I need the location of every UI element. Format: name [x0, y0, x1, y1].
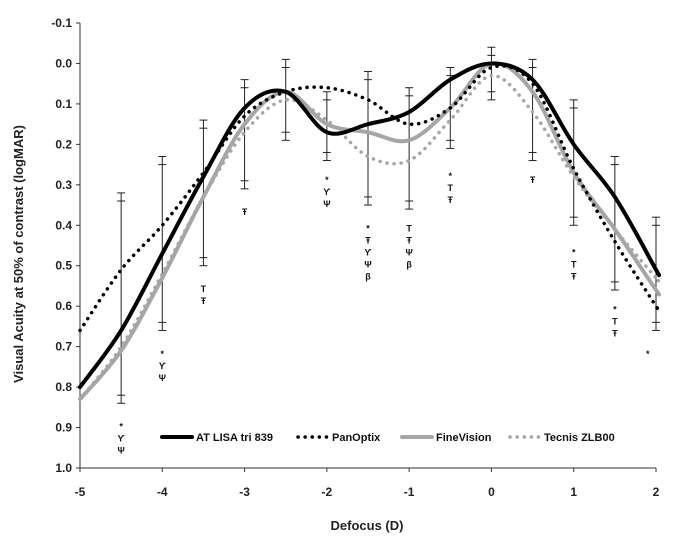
significance-symbol: Ŧ: [365, 235, 371, 245]
x-axis-title: Defocus (D): [331, 518, 404, 533]
series-group: [78, 61, 662, 402]
y-tick-label: 0.6: [55, 299, 72, 313]
series-line-panoptix: [78, 64, 661, 333]
significance-symbol: *: [119, 422, 123, 432]
significance-symbol: *: [646, 349, 650, 359]
significance-symbol: T: [612, 316, 618, 326]
y-tick-label: 0.4: [55, 218, 72, 232]
significance-symbol: T: [201, 284, 207, 294]
series-line-tecnis-zlb00: [78, 73, 661, 401]
significance-symbol: *: [613, 304, 617, 314]
x-tick-label: 0: [488, 485, 495, 499]
significance-symbol: Ŧ: [242, 207, 248, 217]
y-tick-label: 0.8: [55, 380, 72, 394]
significance-symbol: Ŧ: [201, 296, 207, 306]
x-tick-label: 1: [570, 485, 577, 499]
significance-symbol: Ŧ: [571, 272, 577, 282]
significance-symbol: ϒ: [159, 361, 166, 371]
significance-symbol: Ψ: [405, 247, 412, 257]
y-tick-label: 0.0: [55, 56, 72, 70]
significance-symbol: *: [572, 248, 576, 258]
x-tick-label: -4: [157, 485, 168, 499]
significance-symbol: ϒ: [323, 187, 330, 197]
y-axis-title: Visual Acuity at 50% of contrast (logMAR…: [11, 125, 26, 383]
significance-symbol: Ψ: [159, 373, 166, 383]
significance-symbol: ϒ: [118, 434, 125, 444]
y-tick-label: 0.2: [55, 137, 72, 151]
legend-label: PanOptix: [332, 432, 381, 444]
significance-symbol: Ψ: [117, 446, 124, 456]
legend: AT LISA tri 839 PanOptix FineVision Tecnis …: [160, 432, 615, 444]
axes-group: -5 -4 -3 -2 -1 0 1 2 -0.1 0.0 0.1 0.2 0.3 0.4 0.5 0.6 0.…: [51, 16, 659, 499]
significance-symbol: Ψ: [323, 199, 330, 209]
significance-symbol: ϒ: [365, 247, 372, 257]
y-tick-label: 0.1: [55, 97, 72, 111]
x-tick-label: 2: [653, 485, 660, 499]
significance-symbol: Ŧ: [530, 175, 536, 185]
significance-symbol: *: [449, 171, 453, 181]
x-tick-label: -1: [404, 485, 415, 499]
error-bars-group: [117, 46, 660, 404]
y-tick-label: -0.1: [51, 16, 72, 30]
series-line-finevision: [78, 61, 662, 402]
significance-symbol: β: [406, 259, 412, 269]
significance-symbol: Ŧ: [448, 195, 454, 205]
significance-symbol: T: [406, 223, 412, 233]
significance-symbol: *: [366, 223, 370, 233]
series-line-at-lisa-tri-839: [78, 61, 662, 390]
significance-symbol: Ψ: [364, 259, 371, 269]
x-tick-label: -5: [75, 485, 86, 499]
significance-symbol: Ŧ: [612, 328, 618, 338]
y-tick-label: 0.3: [55, 178, 72, 192]
legend-label: Tecnis ZLB00: [544, 432, 615, 444]
legend-label: AT LISA tri 839: [196, 432, 273, 444]
significance-symbol: *: [325, 175, 329, 185]
y-tick-label: 0.5: [55, 259, 72, 273]
y-tick-label: 0.9: [55, 421, 72, 435]
y-tick-label: 0.7: [55, 340, 72, 354]
x-tick-label: -2: [322, 485, 333, 499]
significance-symbol: T: [448, 183, 454, 193]
x-tick-label: -3: [239, 485, 250, 499]
significance-symbol: β: [365, 271, 371, 281]
significance-symbol: T: [571, 260, 577, 270]
significance-symbol: Ŧ: [406, 235, 412, 245]
significance-symbol: *: [161, 349, 165, 359]
y-tick-label: 1.0: [55, 461, 72, 475]
legend-label: FineVision: [436, 432, 492, 444]
